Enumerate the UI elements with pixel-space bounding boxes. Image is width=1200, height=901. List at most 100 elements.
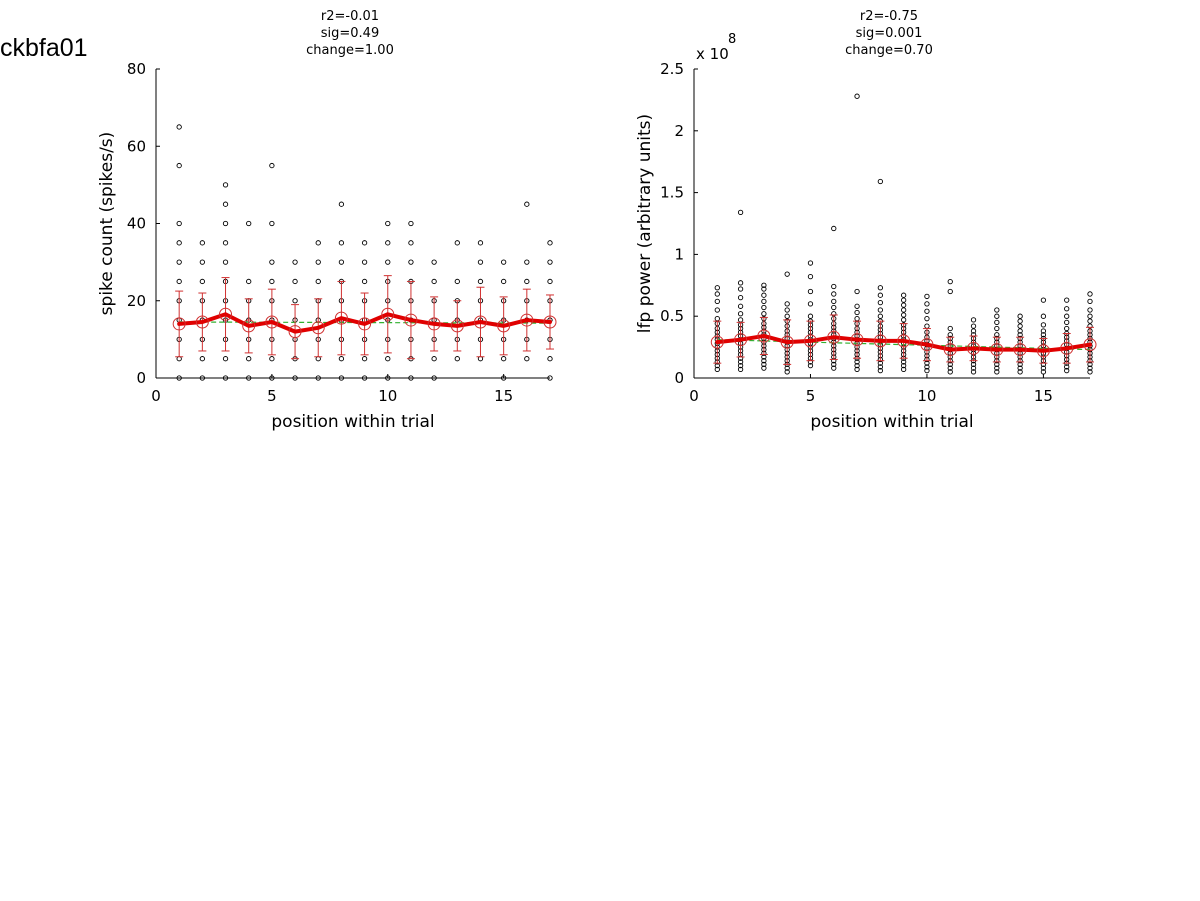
data-point [315, 240, 321, 246]
data-point [199, 375, 206, 381]
data-point [1017, 328, 1023, 334]
data-point [315, 375, 321, 381]
data-point [222, 182, 229, 188]
mean-marker [803, 334, 817, 348]
data-point [361, 240, 368, 246]
data-point [924, 316, 930, 322]
data-point [947, 288, 953, 295]
mean-line [177, 312, 552, 334]
mean-marker [172, 317, 186, 331]
data-point [1040, 322, 1047, 328]
data-point [737, 359, 744, 365]
data-point [877, 292, 884, 298]
data-point [1064, 367, 1070, 374]
mean-marker [1083, 338, 1097, 352]
data-point [269, 278, 275, 285]
data-point [500, 375, 507, 381]
data-point [807, 288, 814, 295]
data-point [737, 295, 744, 301]
figure-title: ckbfa01 [0, 34, 88, 62]
data-point [1087, 291, 1093, 297]
data-point [222, 259, 229, 265]
data-point [924, 293, 930, 300]
mean-marker [873, 334, 887, 348]
data-point [385, 375, 391, 381]
data-point [900, 297, 907, 303]
lfp-power-panel: r2=-0.75 sig=0.001 change=0.70 0 5 10 15 0 0.5 1 1… [635, 9, 1097, 432]
data-point [176, 278, 182, 285]
data-point [338, 375, 345, 381]
data-point [761, 282, 767, 288]
x-tick-label: 10 [378, 387, 397, 405]
data-point [737, 311, 744, 317]
data-point [854, 288, 860, 295]
data-point [900, 317, 907, 323]
data-point [784, 313, 790, 319]
data-point [970, 365, 977, 371]
data-point [431, 259, 437, 265]
mean-marker [358, 317, 372, 331]
mean-marker [404, 313, 418, 327]
data-point [807, 301, 814, 307]
data-point [477, 278, 484, 285]
data-point [547, 375, 553, 381]
data-point [831, 298, 837, 305]
data-point [269, 259, 275, 265]
data-point [524, 356, 530, 362]
data-point [385, 240, 391, 246]
data-point [199, 240, 206, 246]
data-point [784, 301, 790, 307]
data-point [1064, 325, 1070, 332]
data-point [500, 356, 507, 362]
data-point [924, 308, 930, 314]
stat-line: change=1.00 [306, 43, 394, 58]
data-point [924, 364, 930, 370]
data-point [431, 375, 437, 381]
data-point [877, 299, 884, 306]
y-axis-label: lfp power (arbitrary units) [635, 114, 655, 333]
data-point [246, 375, 252, 381]
data-point [761, 365, 767, 371]
data-point [714, 285, 720, 291]
y-tick-label: 20 [127, 292, 146, 310]
data-point [361, 278, 368, 285]
data-point [877, 307, 884, 313]
data-point [547, 278, 553, 285]
data-point [431, 356, 437, 362]
data-point [924, 301, 930, 307]
data-point [900, 366, 907, 372]
mean-marker [219, 307, 233, 321]
data-point [784, 307, 790, 313]
spike-count-panel: r2=-0.01 sig=0.49 change=1.00 0 5 10 15 0 20 40 60… [97, 9, 557, 432]
mean-marker [195, 315, 209, 329]
data-point [547, 356, 553, 362]
data-point [877, 313, 884, 319]
data-point [761, 286, 767, 292]
data-point [292, 278, 298, 285]
data-point [222, 240, 229, 246]
x-axis-label: position within trial [810, 412, 973, 432]
data-point [1087, 365, 1093, 371]
data-point [338, 240, 345, 246]
data-point [454, 278, 460, 285]
mean-marker [427, 317, 441, 331]
data-point [1064, 313, 1070, 319]
data-point [222, 375, 229, 381]
stat-line: r2=-0.75 [860, 9, 918, 24]
data-point [994, 307, 1000, 313]
data-point [807, 313, 814, 319]
y-tick-label: 80 [127, 60, 146, 78]
data-point [385, 259, 391, 265]
data-point [784, 369, 790, 375]
data-point [947, 278, 953, 285]
data-point [1087, 318, 1093, 324]
data-point [477, 240, 484, 246]
data-point [737, 209, 744, 216]
data-point [338, 201, 345, 207]
x-tick-label: 15 [1034, 387, 1053, 405]
mean-marker [543, 315, 557, 329]
mean-marker [734, 333, 748, 347]
data-point [831, 361, 837, 368]
data-point [854, 303, 860, 309]
stat-line: change=0.70 [845, 43, 933, 58]
